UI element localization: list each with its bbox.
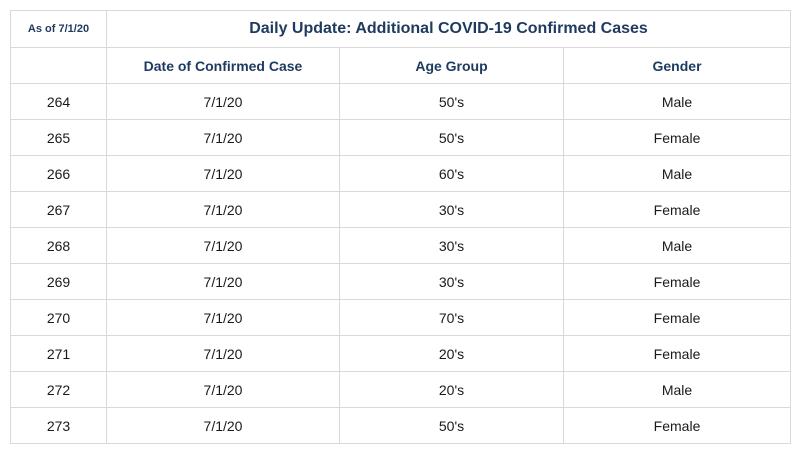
case-number-cell: 265: [10, 119, 107, 156]
age-group-cell: 20's: [339, 335, 564, 372]
table-row: 271 7/1/20 20's Female: [10, 335, 792, 372]
case-number-cell: 270: [10, 299, 107, 336]
gender-cell: Female: [562, 407, 792, 444]
column-header-gender: Gender: [562, 47, 792, 84]
case-number-cell: 271: [10, 335, 107, 372]
title-row: As of 7/1/20 Daily Update: Additional CO…: [10, 10, 792, 48]
age-group-cell: 60's: [339, 155, 564, 192]
age-group-cell: 30's: [339, 191, 564, 228]
age-group-cell: 30's: [339, 227, 564, 264]
case-number-cell: 269: [10, 263, 107, 300]
table-row: 269 7/1/20 30's Female: [10, 263, 792, 300]
gender-cell: Female: [562, 119, 792, 156]
table-row: 268 7/1/20 30's Male: [10, 227, 792, 264]
case-number-cell: 266: [10, 155, 107, 192]
column-header-case-number: [10, 47, 107, 84]
age-group-cell: 30's: [339, 263, 564, 300]
as-of-date: As of 7/1/20: [10, 10, 107, 48]
table-row: 265 7/1/20 50's Female: [10, 119, 792, 156]
date-cell: 7/1/20: [106, 371, 340, 408]
gender-cell: Female: [562, 299, 792, 336]
table-row: 273 7/1/20 50's Female: [10, 407, 792, 444]
table-title: Daily Update: Additional COVID-19 Confir…: [105, 10, 792, 48]
date-cell: 7/1/20: [106, 83, 340, 120]
age-group-cell: 50's: [339, 83, 564, 120]
case-number-cell: 272: [10, 371, 107, 408]
case-number-cell: 264: [10, 83, 107, 120]
table-row: 264 7/1/20 50's Male: [10, 83, 792, 120]
header-row: Date of Confirmed Case Age Group Gender: [10, 47, 792, 84]
case-number-cell: 267: [10, 191, 107, 228]
date-cell: 7/1/20: [106, 155, 340, 192]
column-header-age-group: Age Group: [339, 47, 564, 84]
case-number-cell: 268: [10, 227, 107, 264]
column-header-date: Date of Confirmed Case: [106, 47, 340, 84]
date-cell: 7/1/20: [106, 227, 340, 264]
age-group-cell: 50's: [339, 119, 564, 156]
date-cell: 7/1/20: [106, 335, 340, 372]
age-group-cell: 50's: [339, 407, 564, 444]
table-row: 272 7/1/20 20's Male: [10, 371, 792, 408]
date-cell: 7/1/20: [106, 119, 340, 156]
table-row: 270 7/1/20 70's Female: [10, 299, 792, 336]
gender-cell: Male: [562, 155, 792, 192]
gender-cell: Female: [562, 335, 792, 372]
table-row: 267 7/1/20 30's Female: [10, 191, 792, 228]
gender-cell: Female: [562, 191, 792, 228]
age-group-cell: 20's: [339, 371, 564, 408]
date-cell: 7/1/20: [106, 263, 340, 300]
date-cell: 7/1/20: [106, 407, 340, 444]
case-number-cell: 273: [10, 407, 107, 444]
date-cell: 7/1/20: [106, 191, 340, 228]
date-cell: 7/1/20: [106, 299, 340, 336]
gender-cell: Male: [562, 227, 792, 264]
gender-cell: Male: [562, 371, 792, 408]
gender-cell: Female: [562, 263, 792, 300]
age-group-cell: 70's: [339, 299, 564, 336]
gender-cell: Male: [562, 83, 792, 120]
table-row: 266 7/1/20 60's Male: [10, 155, 792, 192]
cases-table: As of 7/1/20 Daily Update: Additional CO…: [10, 10, 792, 444]
